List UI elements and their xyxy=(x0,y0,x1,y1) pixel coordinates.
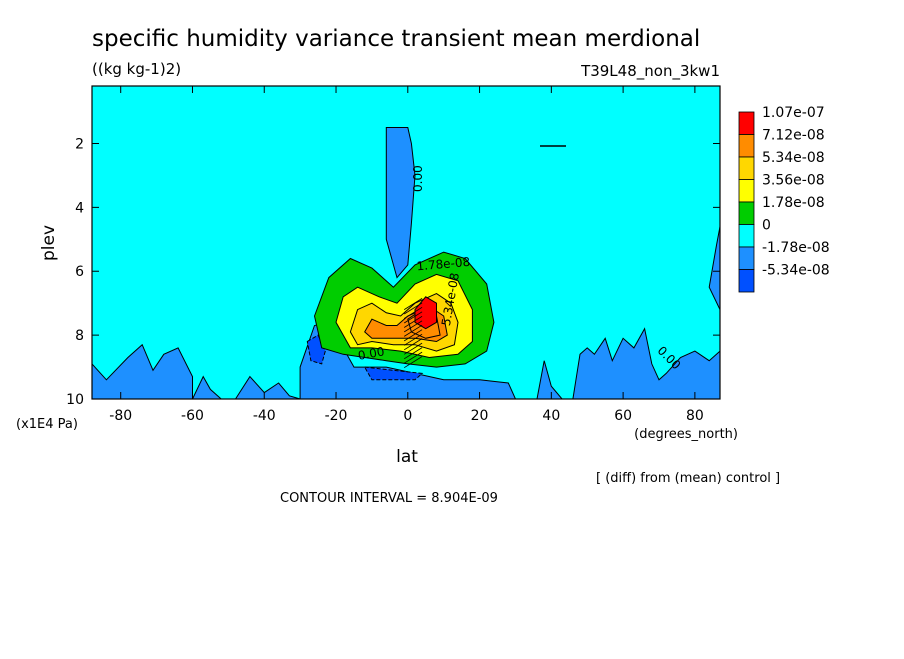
x-axis-units: (degrees_north) xyxy=(634,427,738,442)
x-tick-label: -60 xyxy=(181,408,204,424)
colorbar-swatch xyxy=(738,111,755,135)
colorbar-label: 5.34e-08 xyxy=(762,150,825,166)
x-tick-label: 40 xyxy=(542,408,560,424)
contour-region-pos6 xyxy=(414,296,437,330)
x-tick-label: 60 xyxy=(614,408,632,424)
colorbar-label: 1.07e-07 xyxy=(762,105,825,121)
colorbar-swatch xyxy=(738,246,755,270)
contour-interval: CONTOUR INTERVAL = 8.904E-09 xyxy=(280,491,498,506)
x-tick-label: -80 xyxy=(109,408,132,424)
chart-title: specific humidity variance transient mea… xyxy=(92,26,700,52)
dense-contour-line xyxy=(403,324,423,337)
colorbar-label: 1.78e-08 xyxy=(762,195,825,211)
dense-contour-line xyxy=(403,311,423,324)
dense-contour-line xyxy=(403,320,423,333)
colorbar-swatch xyxy=(738,201,755,225)
contour-region-neg2 xyxy=(363,366,424,381)
dense-contour-line xyxy=(403,298,423,310)
colorbar-swatch xyxy=(738,224,755,248)
y-axis-units: (x1E4 Pa) xyxy=(16,417,78,432)
colorbar-label: -5.34e-08 xyxy=(762,263,830,279)
colorbar-label: 7.12e-08 xyxy=(762,128,825,144)
experiment-label: T39L48_non_3kw1 xyxy=(580,62,720,81)
dense-contour-line xyxy=(403,347,423,360)
dense-contour-line xyxy=(403,356,423,369)
dense-contour-line xyxy=(403,329,423,342)
dense-contour-line xyxy=(403,302,423,315)
x-tick-label: 80 xyxy=(686,408,704,424)
y-tick-label: 4 xyxy=(75,200,84,216)
colorbar-label: 0 xyxy=(762,218,771,234)
plot-area: 0.001.78e-085.34e-080.00 0.00 xyxy=(91,85,721,400)
contour-label: 0.00 xyxy=(357,344,386,362)
diff-note: [ (diff) from (mean) control ] xyxy=(596,471,780,486)
x-tick-label: 0 xyxy=(403,408,412,424)
colorbar-swatch xyxy=(738,134,755,158)
contour-region-neg1 xyxy=(385,127,416,279)
colorbar-swatch xyxy=(738,269,755,293)
contour-label: 0.00 xyxy=(411,165,425,192)
y-tick-label: 6 xyxy=(75,264,84,280)
dense-contour-hatch xyxy=(403,298,423,369)
dense-contour-line xyxy=(403,333,423,346)
y-axis-label: plev xyxy=(39,225,59,261)
contour-region-neg1 xyxy=(572,327,721,400)
colorbar-swatch xyxy=(738,179,755,203)
colorbar-legend: 1.07e-07 7.12e-08 5.34e-08 3.56e-08 1.78e-08… xyxy=(738,105,830,293)
contour-label: 1.78e-08 xyxy=(416,255,471,274)
x-tick-label: 20 xyxy=(471,408,489,424)
dense-contour-line xyxy=(403,351,423,364)
y-axis-ticks: 2 4 6 8 10 xyxy=(66,136,720,408)
dense-contour-line xyxy=(403,306,423,319)
dense-contour-line xyxy=(403,338,423,351)
x-axis-ticks: -80 -60 -40 -20 0 20 40 60 80 xyxy=(109,86,704,424)
colorbar-label: -1.78e-08 xyxy=(762,240,830,256)
y-tick-label: 2 xyxy=(75,136,84,152)
y-tick-label: 8 xyxy=(75,328,84,344)
colorbar-swatch xyxy=(738,156,755,180)
dense-contour-line xyxy=(403,315,423,328)
dense-contour-line xyxy=(403,342,423,355)
colorbar-label: 3.56e-08 xyxy=(762,173,825,189)
x-tick-label: -20 xyxy=(325,408,348,424)
chart-units: ((kg kg-1)2) xyxy=(92,60,181,78)
x-tick-label: -40 xyxy=(253,408,276,424)
plot-frame xyxy=(91,85,721,400)
x-axis-label: lat xyxy=(396,447,418,467)
y-tick-label: 10 xyxy=(66,392,84,408)
